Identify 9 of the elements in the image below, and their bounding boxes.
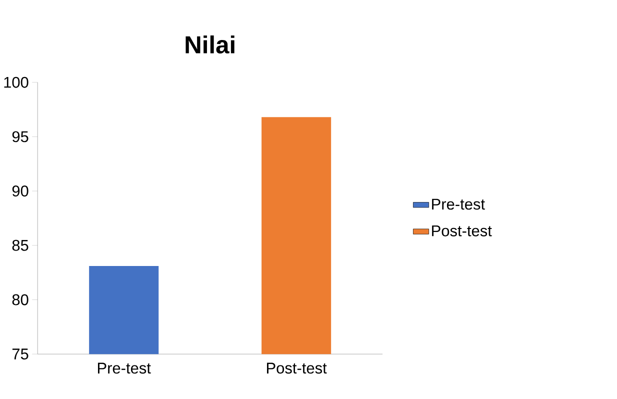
- y-tick-label: 100: [4, 76, 28, 88]
- y-tick-label: 75: [12, 348, 28, 360]
- legend-label: Post-test: [432, 226, 492, 236]
- y-tick-label: 90: [12, 186, 28, 197]
- y-tick-label: 95: [12, 131, 28, 142]
- y-tick-label: 85: [12, 240, 28, 251]
- chart-title: Nilai: [186, 35, 234, 54]
- y-tick-label: 80: [12, 294, 28, 306]
- legend-label: Pre-test: [432, 198, 485, 210]
